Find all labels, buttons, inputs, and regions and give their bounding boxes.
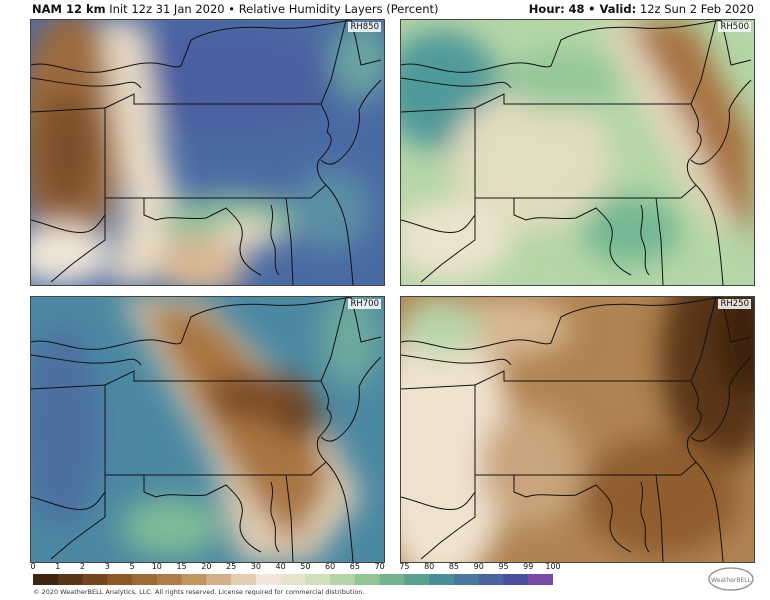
colorbar-swatch — [379, 574, 405, 585]
colorbar-swatch — [453, 574, 480, 585]
map-panel: RH700 — [30, 296, 385, 563]
panel-label: RH500 — [718, 22, 751, 32]
hour: 48 — [568, 2, 585, 16]
colorbar-label: 60 — [325, 562, 336, 571]
colorbar-swatch — [255, 574, 282, 585]
colorbar-swatch — [478, 574, 504, 585]
colorbar-labels: 0 1 2 3 5 10 15 20 25 30 40 50 60 65 70 75 80 85 90 95 99 100 — [0, 562, 600, 574]
panel-label: RH700 — [348, 299, 381, 309]
colorbar-label: 100 — [545, 562, 561, 571]
colorbar-swatch — [354, 574, 381, 585]
colorbar-swatch — [429, 574, 455, 585]
colorbar-swatch — [57, 574, 84, 585]
colorbar-label: 75 — [399, 562, 410, 571]
colorbar-swatch — [82, 574, 108, 585]
colorbar-swatch — [206, 574, 232, 585]
valid-time: 12z Sun 2 Feb 2020 — [639, 2, 754, 16]
colorbar-swatch — [33, 574, 59, 585]
colorbar-label: 3 — [104, 562, 110, 571]
colorbar-label: 65 — [349, 562, 360, 571]
colorbar-label: 15 — [176, 562, 187, 571]
map-panel: RH500 — [400, 19, 755, 286]
colorbar-swatch — [305, 574, 331, 585]
colorbar-label: 80 — [424, 562, 435, 571]
map — [401, 297, 754, 562]
model: NAM 12 km — [32, 2, 106, 16]
footer: © 2020 WeatherBELL Analytics, LLC. All r… — [33, 588, 365, 596]
colorbar-label: 30 — [250, 562, 261, 571]
colorbar-swatch — [528, 574, 553, 585]
colorbar-label: 99 — [523, 562, 534, 571]
colorbar-swatch — [330, 574, 356, 585]
map-panel: RH250 — [400, 296, 755, 563]
header-left: NAM 12 km Init 12z 31 Jan 2020 • Relativ… — [32, 2, 438, 16]
colorbar-label: 1 — [55, 562, 61, 571]
colorbar-label: 5 — [129, 562, 135, 571]
colorbar-label: 95 — [498, 562, 509, 571]
header-right: Hour: 48 • Valid: 12z Sun 2 Feb 2020 — [529, 2, 754, 16]
colorbar-label: 10 — [151, 562, 162, 571]
colorbar-label: 0 — [30, 562, 36, 571]
valid-label: • Valid: — [588, 2, 637, 16]
colorbar-label: 2 — [79, 562, 86, 571]
colorbar-label: 90 — [473, 562, 484, 571]
product: • Relative Humidity Layers (Percent) — [228, 2, 439, 16]
colorbar-swatch — [181, 574, 207, 585]
colorbar-swatch — [156, 574, 183, 585]
panel-label: RH250 — [718, 299, 751, 309]
init-time: Init 12z 31 Jan 2020 — [109, 2, 225, 16]
colorbar-swatch — [280, 574, 306, 585]
panel-label: RH850 — [348, 22, 381, 32]
map-panel: RH850 — [30, 19, 385, 286]
logo: WeatherBELL — [708, 567, 754, 591]
colorbar-label: 25 — [226, 562, 237, 571]
map — [401, 20, 754, 285]
colorbar-swatch — [107, 574, 133, 585]
colorbar-swatch — [132, 574, 158, 585]
colorbar-swatch — [503, 574, 529, 585]
colorbar-swatch — [404, 574, 430, 585]
colorbar-label: 40 — [275, 562, 286, 571]
map — [31, 20, 384, 285]
colorbar-label: 20 — [201, 562, 212, 571]
colorbar-swatch — [231, 574, 257, 585]
logo-text: WeatherBELL — [711, 577, 752, 584]
map — [31, 297, 384, 562]
colorbar-label: 50 — [300, 562, 311, 571]
colorbar-label: 85 — [448, 562, 460, 571]
hour-label: Hour: — [528, 2, 565, 16]
colorbar-label: 70 — [374, 562, 385, 571]
colorbar — [33, 574, 553, 585]
